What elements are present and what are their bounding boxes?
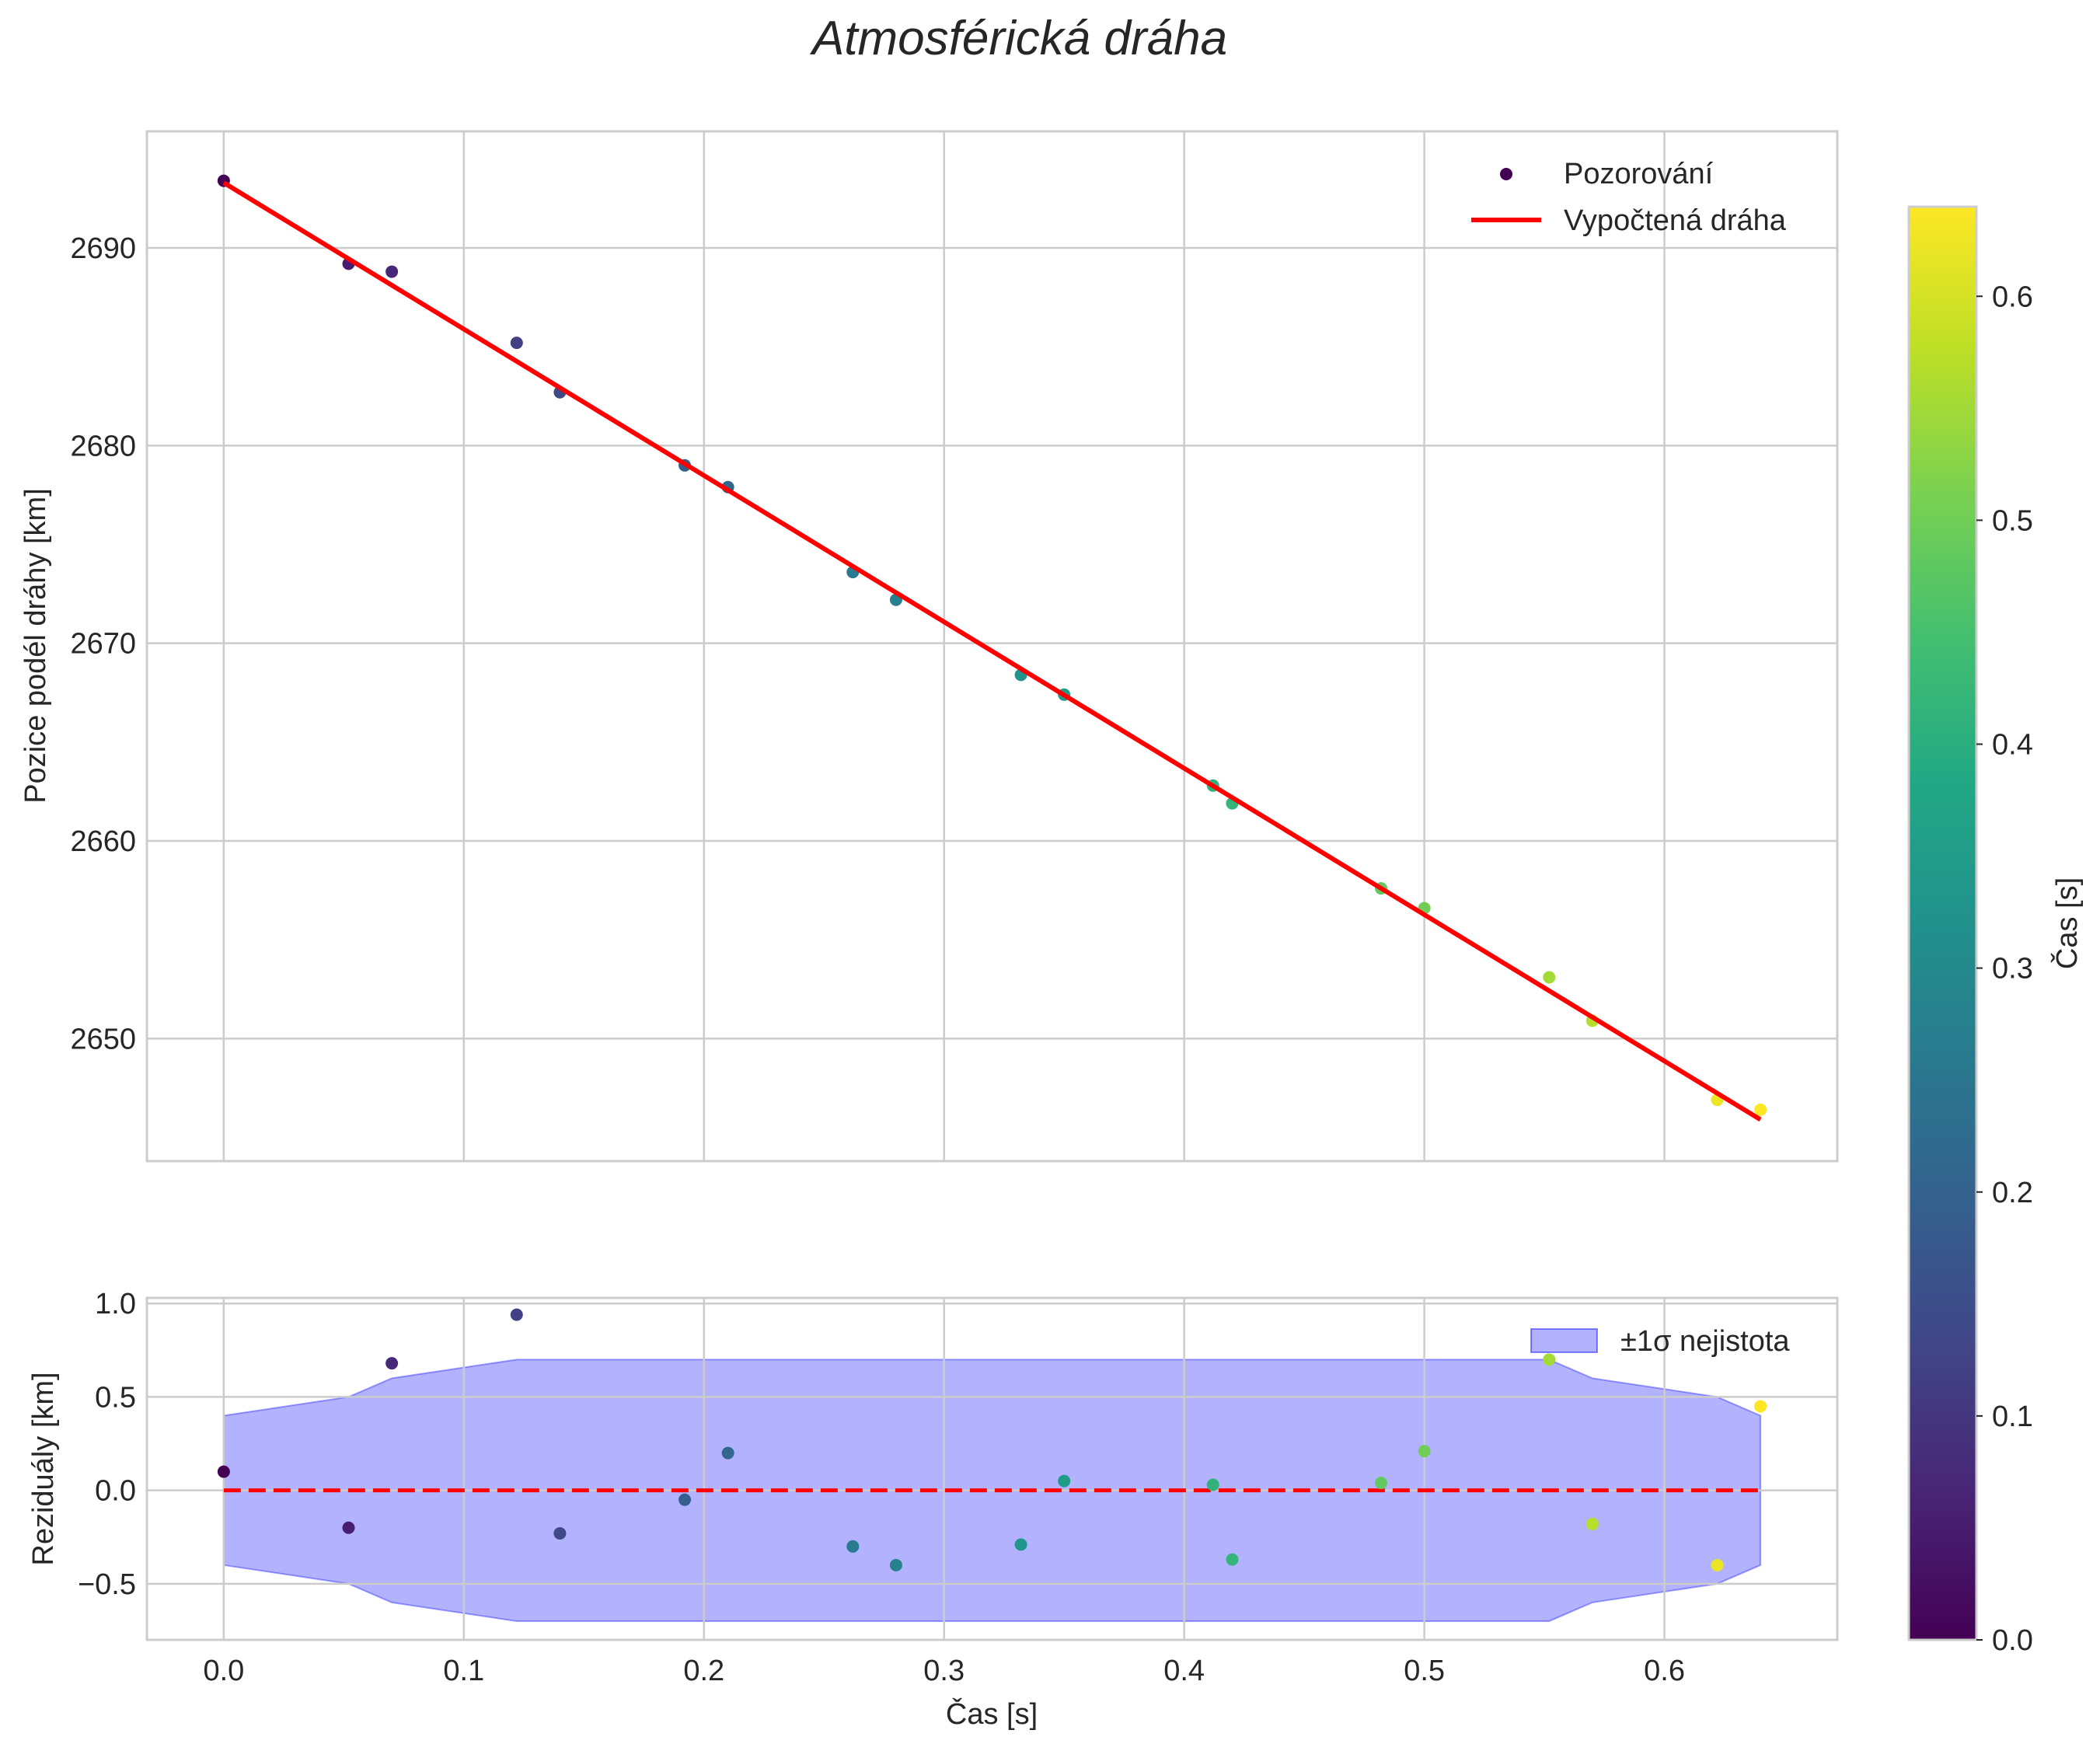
colorbar-tick-label: 0.5 bbox=[1992, 504, 2033, 537]
colorbar-label: Čas [s] bbox=[2049, 877, 2084, 969]
main-y-tick-labels: 2650 2660 2670 2680 2690 bbox=[70, 232, 136, 1055]
colorbar-tick-label: 0.0 bbox=[1992, 1624, 2033, 1657]
residuals-y-tick-label: 0.5 bbox=[95, 1381, 136, 1414]
x-axis-label: Čas [s] bbox=[946, 1697, 1038, 1731]
residual-point bbox=[1206, 1478, 1219, 1491]
main-plot-frame bbox=[145, 130, 1839, 1163]
residuals-plot-frame bbox=[145, 1296, 1839, 1641]
colorbar-tick-label: 0.4 bbox=[1992, 729, 2033, 762]
residual-point bbox=[385, 1357, 399, 1370]
residual-point bbox=[1058, 1474, 1071, 1488]
x-tick-label: 0.4 bbox=[1163, 1655, 1205, 1687]
colorbar-tick-label: 0.3 bbox=[1992, 953, 2033, 985]
residual-point bbox=[553, 1526, 567, 1540]
legend-marker-observations bbox=[1500, 168, 1512, 180]
residual-point bbox=[846, 1540, 860, 1553]
residuals-data-marks bbox=[217, 1308, 1767, 1571]
colorbar-gradient bbox=[1907, 205, 1978, 1641]
x-tick-label: 0.5 bbox=[1404, 1655, 1445, 1687]
main-y-tick-label: 2650 bbox=[70, 1023, 136, 1055]
main-grid bbox=[147, 131, 1837, 1161]
observation-point bbox=[385, 265, 399, 278]
residuals-y-tick-label: 1.0 bbox=[95, 1288, 136, 1320]
colorbar: 0.0 0.1 0.2 0.3 0.4 0.5 0.6 Čas [s] bbox=[1907, 205, 2084, 1657]
residuals-y-tick-label: −0.5 bbox=[78, 1568, 136, 1601]
main-y-tick-label: 2670 bbox=[70, 628, 136, 661]
residual-point bbox=[721, 1446, 734, 1460]
residual-point bbox=[1374, 1477, 1387, 1490]
residual-point bbox=[1226, 1553, 1239, 1566]
main-y-tick-label: 2690 bbox=[70, 232, 136, 265]
residuals-y-axis-label: Reziduály [km] bbox=[27, 1372, 60, 1565]
x-tick-label: 0.3 bbox=[923, 1655, 965, 1687]
x-tick-label: 0.6 bbox=[1644, 1655, 1685, 1687]
residual-point bbox=[1754, 1400, 1767, 1413]
residuals-plot-panel: −0.5 0.0 0.5 1.0 0.0 0.1 0.2 0.3 0.4 0.5 0.6 Rezi… bbox=[27, 1288, 1839, 1731]
residual-point bbox=[1014, 1538, 1027, 1551]
residuals-legend: ±1σ nejistota bbox=[1530, 1325, 1790, 1358]
colorbar-tick-label: 0.6 bbox=[1992, 281, 2033, 313]
observation-point bbox=[1754, 1103, 1767, 1116]
residual-point bbox=[678, 1493, 692, 1506]
colorbar-tick-label: 0.2 bbox=[1992, 1177, 2033, 1209]
observation-point bbox=[510, 337, 523, 350]
main-legend: Pozorování Vypočtená dráha bbox=[1471, 158, 1787, 237]
legend-label-uncertainty-band: ±1σ nejistota bbox=[1620, 1325, 1790, 1358]
residual-point bbox=[889, 1558, 902, 1571]
x-tick-label: 0.2 bbox=[683, 1655, 724, 1687]
x-tick-label: 0.1 bbox=[443, 1655, 484, 1687]
legend-marker-uncertainty-band bbox=[1530, 1328, 1598, 1353]
residuals-y-tick-labels: −0.5 0.0 0.5 1.0 bbox=[78, 1288, 136, 1601]
colorbar-tick-labels: 0.0 0.1 0.2 0.3 0.4 0.5 0.6 bbox=[1976, 281, 2033, 1657]
observation-point bbox=[1543, 971, 1556, 984]
legend-label-observations: Pozorování bbox=[1564, 158, 1714, 190]
main-y-tick-label: 2680 bbox=[70, 430, 136, 462]
residuals-y-tick-label: 0.0 bbox=[95, 1475, 136, 1508]
residuals-x-tick-labels: 0.0 0.1 0.2 0.3 0.4 0.5 0.6 bbox=[203, 1655, 1685, 1687]
main-plot-background bbox=[147, 131, 1837, 1161]
residual-point bbox=[1418, 1445, 1431, 1458]
computed-trajectory-line bbox=[222, 180, 1762, 1122]
residual-point bbox=[1585, 1517, 1599, 1530]
x-tick-label: 0.0 bbox=[203, 1655, 244, 1687]
residual-point bbox=[1543, 1353, 1556, 1366]
main-plot-panel: 2650 2660 2670 2680 2690 Pozice podél dráhy … bbox=[19, 130, 1839, 1163]
residual-point bbox=[217, 1465, 230, 1478]
residual-point bbox=[342, 1521, 355, 1534]
main-data-marks bbox=[217, 174, 1767, 1122]
residual-point bbox=[510, 1308, 523, 1321]
figure-title: Atmosférická dráha bbox=[809, 12, 1227, 65]
main-y-axis-label: Pozice podél dráhy [km] bbox=[19, 488, 52, 804]
colorbar-tick-label: 0.1 bbox=[1992, 1400, 2033, 1433]
legend-label-computed-trajectory: Vypočtená dráha bbox=[1564, 204, 1787, 237]
main-y-tick-label: 2660 bbox=[70, 825, 136, 858]
residual-point bbox=[1711, 1558, 1724, 1571]
